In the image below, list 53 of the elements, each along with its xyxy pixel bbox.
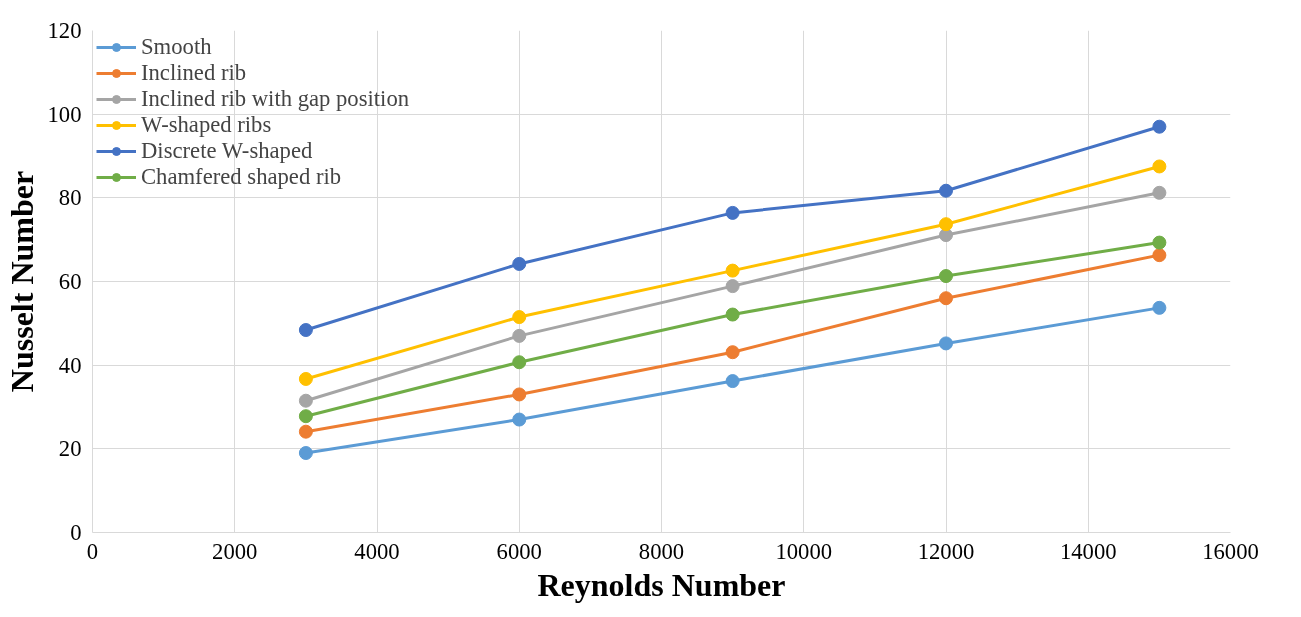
point (1152, 159, 1167, 174)
point (298, 424, 313, 439)
x-tick-label: 6000 (496, 538, 542, 564)
legend-label: Discrete W-shaped (141, 138, 313, 164)
y-tick-label: 120 (47, 18, 82, 43)
point (725, 374, 740, 389)
point (939, 336, 953, 351)
point (939, 217, 953, 232)
y-tick-label: 80 (58, 185, 82, 211)
x-axis-title: Reynolds Number (537, 566, 786, 603)
point (1152, 300, 1167, 315)
point (298, 393, 313, 408)
x-tick-label: 0 (86, 538, 99, 564)
y-tick-label: 0 (70, 520, 82, 545)
point (725, 279, 740, 294)
point (939, 183, 953, 198)
x-tick-label: 14000 (1059, 538, 1117, 564)
point (725, 263, 740, 278)
y-axis-title: Nusselt Number (3, 170, 40, 393)
legend-label: Smooth (141, 34, 212, 60)
legend-label: Inclined rib (141, 60, 247, 86)
y-tick-label: 40 (58, 352, 82, 378)
y-tick-label: 20 (58, 436, 82, 462)
point (512, 310, 527, 325)
point (725, 205, 740, 220)
x-tick-label: 10000 (775, 538, 833, 564)
point (298, 323, 313, 338)
point (1152, 248, 1167, 263)
y-tick-label: 100 (47, 101, 82, 127)
point (298, 371, 313, 386)
legend-label: Chamfered shaped rib (141, 164, 342, 190)
point (1152, 185, 1167, 200)
legend-label: Inclined rib with gap position (141, 86, 410, 112)
point (725, 345, 740, 360)
point (1152, 119, 1167, 134)
point (512, 412, 527, 427)
x-tick-label: 2000 (212, 538, 258, 564)
point (512, 355, 527, 370)
point (512, 387, 527, 402)
x-tick-label: 16000 (1202, 538, 1259, 564)
x-tick-label: 4000 (354, 538, 400, 564)
point (512, 256, 527, 271)
y-tick-label: 60 (58, 269, 82, 294)
point (939, 291, 953, 306)
point (298, 446, 313, 460)
point (1152, 235, 1167, 250)
point (939, 269, 953, 284)
point (298, 409, 313, 424)
point (512, 328, 527, 343)
point (725, 307, 740, 322)
legend-label: W-shaped ribs (141, 112, 272, 138)
x-tick-label: 12000 (917, 538, 975, 564)
x-tick-label: 8000 (638, 538, 685, 564)
